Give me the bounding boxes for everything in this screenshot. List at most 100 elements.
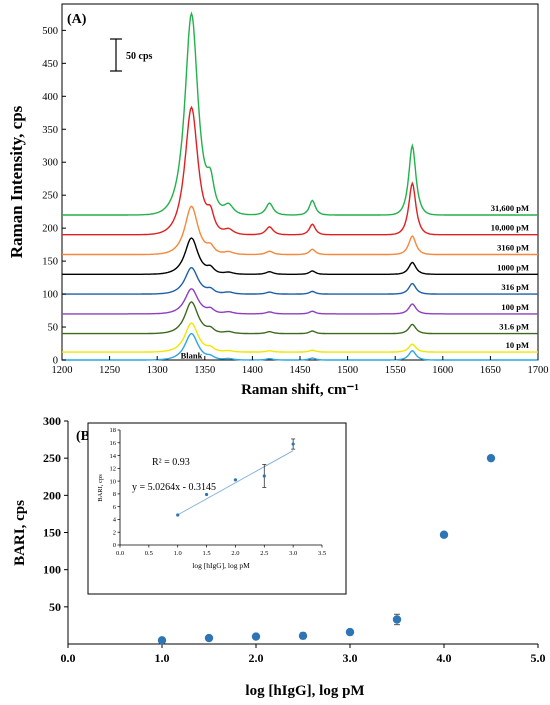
x-axis-title-a: Raman shift, cm⁻¹ — [241, 382, 359, 398]
x-tick-label: 1.0 — [155, 651, 170, 665]
series-label: 10 pM — [506, 340, 529, 350]
y-axis-ticks: 0 50 100 150 200 250 300 350 400 450 500 — [42, 26, 66, 367]
inset-y-tick-label: 16 — [110, 440, 117, 447]
inset-x-tick-label: 0.0 — [116, 550, 124, 557]
spectrum-line — [62, 322, 538, 353]
inset-x-tick-label: 2.0 — [231, 550, 239, 557]
series-label: 10,000 pM — [491, 223, 529, 233]
data-point — [298, 631, 308, 641]
x-tick-label: 1600 — [432, 365, 453, 376]
x-axis-title-b: log [hIgG], log pM — [245, 683, 364, 699]
y-tick-label: 150 — [42, 257, 58, 268]
x-tick-label: 4.0 — [437, 651, 452, 665]
inset-chart: 0.0 0.5 1.0 1.5 2.0 2.5 3.0 3.5 0 2 4 6 8 10 12 14 16 18… — [87, 422, 347, 595]
y-tick-label: 100 — [42, 290, 58, 301]
inset-y-tick-label: 10 — [110, 478, 117, 485]
inset-x-tick-label: 3.0 — [289, 550, 297, 557]
x-tick-label: 1700 — [528, 365, 549, 376]
series-label: 31,600 pM — [491, 203, 529, 213]
y-tick-label: 100 — [43, 563, 61, 577]
x-tick-label: 3.0 — [343, 651, 358, 665]
series-label: 31.6 pM — [499, 322, 529, 332]
y-tick-label: 200 — [42, 224, 58, 235]
y-tick-label: 50 — [49, 600, 61, 614]
x-axis-ticks: 0.0 1.0 2.0 3.0 4.0 5.0 — [61, 644, 546, 665]
scale-bar-label: 50 cps — [126, 51, 153, 62]
inset-x-tick-label: 0.5 — [145, 550, 153, 557]
panel-a-frame — [61, 3, 539, 361]
inset-equation-label: y = 5.0264x - 0.3145 — [132, 482, 216, 493]
x-tick-label: 1450 — [290, 365, 311, 376]
x-tick-label: 0.0 — [61, 651, 76, 665]
y-axis-ticks: 50 100 150 200 250 300 — [43, 414, 68, 614]
inset-y-ticks: 0 2 4 6 8 10 12 14 16 18 — [110, 427, 120, 549]
inset-y-tick-label: 12 — [110, 466, 117, 473]
x-tick-label: 1300 — [147, 365, 168, 376]
x-tick-label: 2.0 — [249, 651, 264, 665]
data-point — [251, 632, 261, 641]
inset-y-tick-label: 8 — [113, 491, 116, 498]
y-tick-label: 150 — [43, 526, 61, 540]
y-tick-label: 350 — [42, 125, 58, 136]
spectrum-line — [62, 11, 538, 216]
y-tick-label: 450 — [42, 59, 58, 70]
x-tick-label: 1200 — [52, 365, 73, 376]
data-point — [439, 530, 449, 539]
series-labels: 31,600 pM 10,000 pM 3160 pM 1000 pM 316 pM 10… — [181, 203, 529, 361]
inset-data-point — [262, 474, 266, 478]
x-tick-label: 1500 — [337, 365, 358, 376]
x-tick-label: 1650 — [480, 365, 501, 376]
data-point — [486, 453, 496, 463]
series-label: 1000 pM — [497, 262, 529, 272]
y-tick-label: 200 — [43, 488, 61, 502]
data-point — [345, 627, 355, 637]
y-tick-label: 300 — [43, 414, 61, 428]
inset-x-ticks: 0.0 0.5 1.0 1.5 2.0 2.5 3.0 3.5 — [116, 545, 326, 557]
inset-data-point — [176, 513, 180, 517]
data-point — [157, 636, 167, 645]
spectrum-line — [62, 105, 538, 236]
data-point — [204, 633, 214, 643]
inset-data-point — [204, 492, 209, 497]
inset-data-point — [233, 478, 238, 482]
x-axis-ticks: 1200 1250 1300 1350 1400 1450 1500 1550 1600 1650… — [52, 356, 549, 376]
inset-x-tick-label: 2.5 — [260, 550, 268, 557]
data-points — [157, 453, 496, 645]
inset-y-tick-label: 4 — [113, 517, 117, 524]
inset-y-title: BARI, cps — [97, 474, 104, 502]
inset-y-tick-label: 2 — [113, 529, 116, 536]
inset-y-tick-label: 18 — [110, 427, 117, 434]
inset-trendline — [177, 450, 294, 516]
y-tick-label: 250 — [42, 191, 58, 202]
inset-data-point — [291, 442, 295, 446]
x-tick-label: 5.0 — [531, 651, 546, 665]
panel-b: (B) 0.0 1.0 2.0 3.0 4.0 5.0 50100150200250300… — [12, 414, 546, 699]
y-tick-label: 300 — [42, 158, 58, 169]
inset-x-title: log [hIgG], log pM — [192, 561, 250, 570]
y-tick-label: 0 — [53, 356, 58, 367]
inset-frame — [87, 422, 347, 595]
series-label: 3160 pM — [497, 243, 529, 253]
inset-x-tick-label: 1.5 — [203, 550, 211, 557]
data-point — [392, 615, 402, 624]
inset-y-tick-label: 14 — [110, 453, 117, 460]
spectra — [62, 11, 538, 361]
series-label: 316 pM — [501, 282, 529, 292]
spectrum-line — [62, 205, 538, 256]
x-tick-label: 1550 — [385, 365, 406, 376]
x-tick-label: 1400 — [242, 365, 263, 376]
x-tick-label: 1350 — [194, 365, 215, 376]
inset-x-tick-label: 1.0 — [174, 550, 182, 557]
y-tick-label: 500 — [42, 26, 58, 37]
spectrum-line — [62, 266, 538, 295]
inset-y-tick-label: 0 — [113, 542, 116, 549]
y-axis-title-a: Raman Intensity, cps — [7, 105, 26, 258]
inset-r2-label: R² = 0.93 — [152, 457, 190, 468]
scale-bar: 50 cps — [110, 38, 153, 72]
spectrum-line — [62, 301, 538, 335]
inset-x-tick-label: 3.5 — [318, 550, 326, 557]
y-tick-label: 400 — [42, 92, 58, 103]
y-tick-label: 50 — [48, 323, 59, 334]
